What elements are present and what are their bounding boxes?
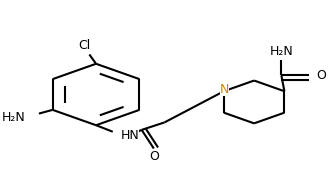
Text: H₂N: H₂N (270, 45, 293, 58)
Text: O: O (316, 69, 326, 82)
Text: Cl: Cl (78, 39, 90, 52)
Text: HN: HN (120, 129, 139, 142)
Text: N: N (220, 83, 229, 96)
Text: O: O (149, 150, 159, 163)
Text: H₂N: H₂N (2, 111, 25, 124)
